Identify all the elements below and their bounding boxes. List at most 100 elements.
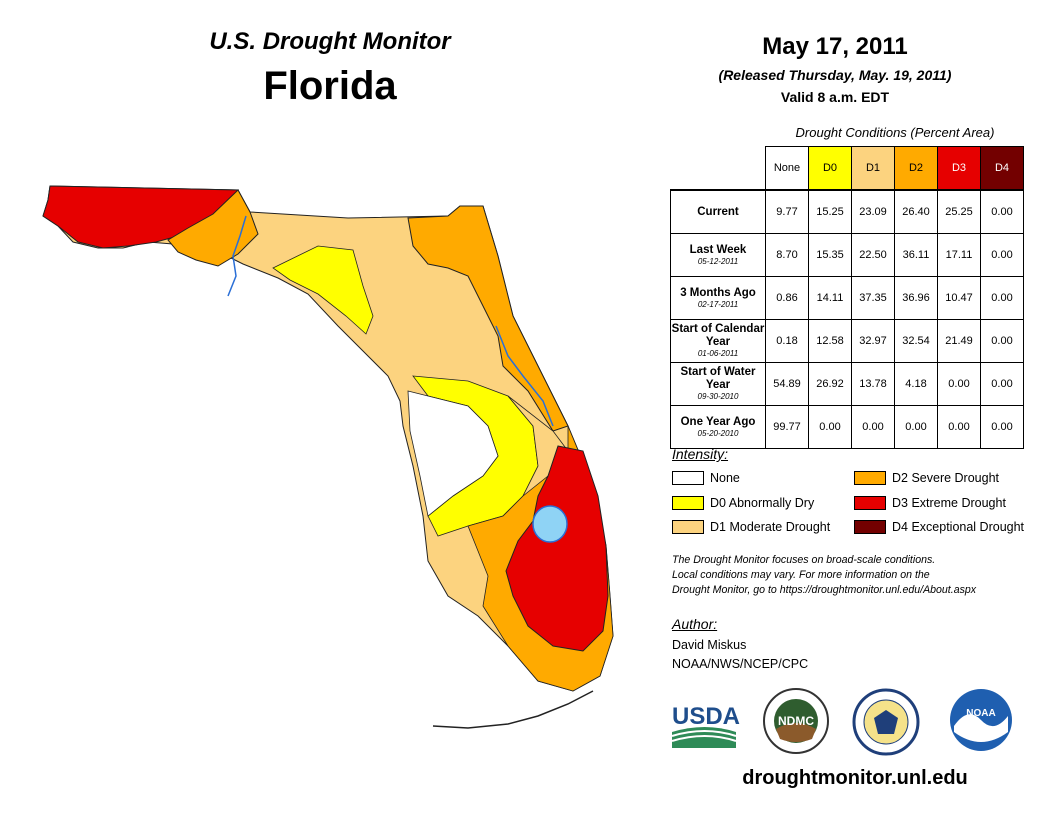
drought-conditions-table: None D0 D1 D2 D3 D4 Current 9.77 15.25 2… (670, 146, 1024, 449)
cell-value: 36.11 (894, 233, 938, 277)
cell-value: 0.00 (808, 405, 852, 449)
author-org: NOAA/NWS/NCEP/CPC (672, 657, 809, 671)
col-header-d3: D3 (937, 146, 981, 191)
table-caption: Drought Conditions (Percent Area) (795, 125, 995, 140)
cell-value: 0.00 (851, 405, 895, 449)
col-header-none: None (765, 146, 809, 191)
legend-swatch (854, 496, 886, 510)
cell-value: 15.35 (808, 233, 852, 277)
legend-swatch (672, 520, 704, 534)
legend-item-d1: D1 Moderate Drought (672, 520, 830, 534)
cell-value: 14.11 (808, 276, 852, 320)
row-date: 09-30-2010 (697, 392, 739, 401)
cell-value: 0.00 (937, 405, 981, 449)
table-row: Last Week 05-12-2011 8.70 15.35 22.50 36.… (670, 233, 1024, 277)
row-label: Start of Water Year 09-30-2010 (670, 362, 766, 406)
col-header-d2: D2 (894, 146, 938, 191)
legend-label: D3 Extreme Drought (892, 496, 1006, 510)
cell-value: 37.35 (851, 276, 895, 320)
legend-label: D4 Exceptional Drought (892, 520, 1025, 534)
noaa-logo: NOAA (950, 689, 1012, 751)
legend-heading: Intensity: (672, 446, 729, 462)
legend-item-d3: D3 Extreme Drought (854, 496, 1006, 510)
d3-southeast-region (505, 445, 609, 652)
row-date: 01-06-2011 (697, 349, 739, 358)
legend-label: D0 Abnormally Dry (710, 496, 815, 510)
commerce-seal-logo (852, 688, 920, 756)
cell-value: 4.18 (894, 362, 938, 406)
map-date: May 17, 2011 (762, 33, 908, 60)
valid-time: Valid 8 a.m. EDT (780, 89, 890, 105)
cell-value: 21.49 (937, 319, 981, 363)
note-line: Local conditions may vary. For more info… (672, 569, 930, 581)
row-date: 05-20-2010 (697, 428, 739, 438)
row-label: 3 Months Ago 02-17-2011 (670, 276, 766, 320)
release-date: (Released Thursday, May. 19, 2011) (718, 67, 952, 83)
svg-text:NOAA: NOAA (966, 708, 995, 719)
cell-value: 12.58 (808, 319, 852, 363)
cell-value: 0.00 (894, 405, 938, 449)
legend-swatch (672, 471, 704, 485)
legend-swatch (672, 496, 704, 510)
table-row: One Year Ago 05-20-2010 99.77 0.00 0.00 0… (670, 405, 1024, 449)
cell-value: 26.92 (808, 362, 852, 406)
cell-value: 0.00 (980, 405, 1024, 449)
cell-value: 17.11 (937, 233, 981, 277)
florida-drought-map (42, 185, 614, 729)
none-westcentral-region (407, 390, 499, 517)
legend-label: D2 Severe Drought (892, 471, 1000, 485)
legend-label: D1 Moderate Drought (710, 520, 831, 534)
cell-value: 9.77 (765, 189, 809, 234)
lake-okeechobee (532, 505, 568, 543)
row-date: 02-17-2011 (697, 299, 739, 309)
state-title: Florida (263, 64, 397, 108)
usda-logo: USDA (671, 703, 740, 748)
cell-value: 36.96 (894, 276, 938, 320)
row-label: Last Week 05-12-2011 (670, 233, 766, 277)
d0-north-region (272, 245, 374, 335)
row-date: 05-12-2011 (697, 256, 739, 266)
col-header-d0: D0 (808, 146, 852, 191)
ndmc-logo: NDMC (763, 688, 829, 754)
cell-value: 0.00 (980, 319, 1024, 363)
cell-value: 0.18 (765, 319, 809, 363)
svg-text:NDMC: NDMC (778, 714, 814, 728)
table-row: Start of Calendar Year 01-06-2011 0.18 12… (670, 319, 1024, 363)
legend-label: None (710, 471, 740, 485)
cell-value: 22.50 (851, 233, 895, 277)
florida-keys (432, 690, 594, 729)
cell-value: 54.89 (765, 362, 809, 406)
col-header-d4: D4 (980, 146, 1024, 191)
cell-value: 32.97 (851, 319, 895, 363)
row-label: One Year Ago 05-20-2010 (670, 405, 766, 449)
author-heading: Author: (672, 616, 718, 632)
table-row: Start of Water Year 09-30-2010 54.89 26.9… (670, 362, 1024, 406)
cell-value: 0.00 (937, 362, 981, 406)
cell-value: 99.77 (765, 405, 809, 449)
table-row: 3 Months Ago 02-17-2011 0.86 14.11 37.35 … (670, 276, 1024, 320)
cell-value: 0.00 (980, 189, 1024, 234)
cell-value: 0.00 (980, 233, 1024, 277)
svg-text:USDA: USDA (672, 703, 740, 730)
legend-swatch (854, 471, 886, 485)
cell-value: 26.40 (894, 189, 938, 234)
disclaimer-note: The Drought Monitor focuses on broad-sca… (672, 553, 1042, 598)
monitor-title: U.S. Drought Monitor (209, 28, 451, 55)
legend-swatch (854, 520, 886, 534)
d2-northeast-region (407, 205, 569, 432)
cell-value: 8.70 (765, 233, 809, 277)
cell-value: 15.25 (808, 189, 852, 234)
col-header-d1: D1 (851, 146, 895, 191)
cell-value: 23.09 (851, 189, 895, 234)
cell-value: 25.25 (937, 189, 981, 234)
website-url[interactable]: droughtmonitor.unl.edu (742, 767, 968, 789)
legend-item-d2: D2 Severe Drought (854, 471, 999, 485)
note-line: Drought Monitor, go to https://droughtmo… (672, 584, 977, 596)
cell-value: 0.00 (980, 276, 1024, 320)
cell-value: 0.00 (980, 362, 1024, 406)
table-row: Current 9.77 15.25 23.09 26.40 25.25 0.0… (670, 189, 1024, 234)
legend-item-none: None (672, 471, 740, 485)
author-name: David Miskus (672, 638, 747, 652)
legend-item-d4: D4 Exceptional Drought (854, 520, 1024, 534)
note-line: The Drought Monitor focuses on broad-sca… (672, 554, 936, 566)
